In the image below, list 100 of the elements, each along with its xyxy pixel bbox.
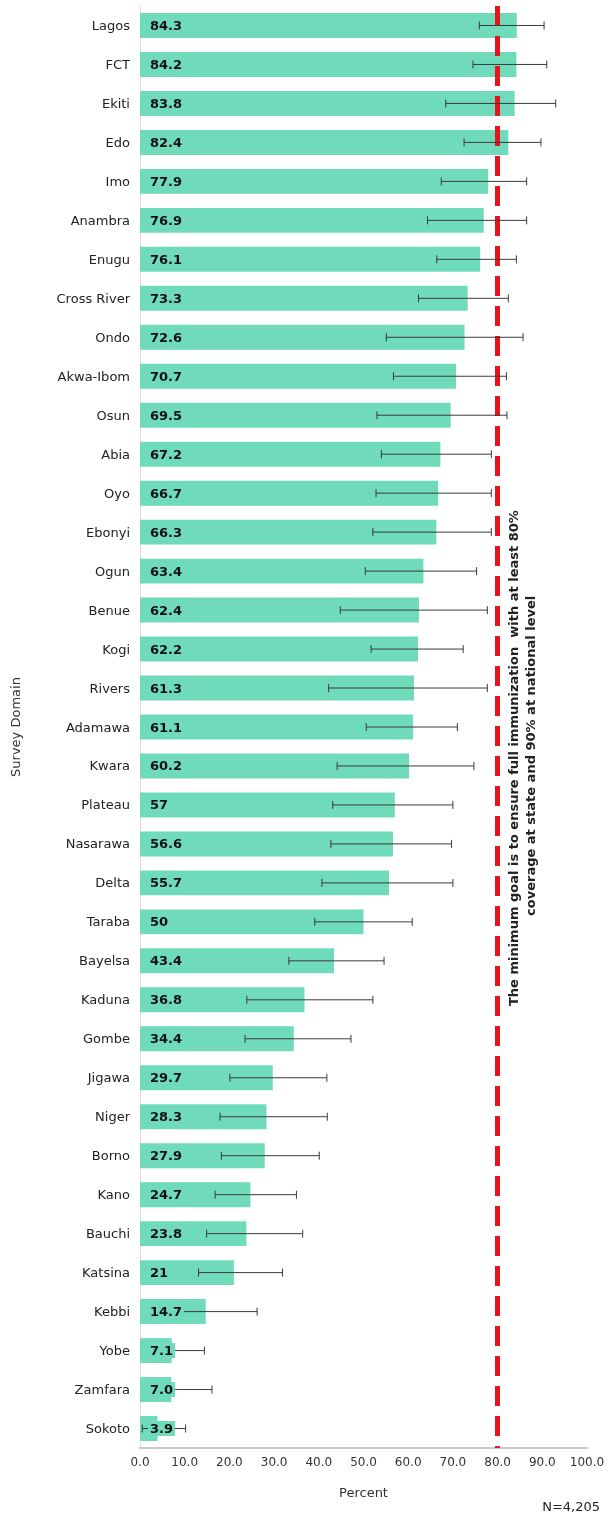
y-tick-label: Osun [96, 407, 130, 423]
data-label: 21 [150, 1265, 169, 1281]
bar [140, 207, 484, 233]
x-tick-label: 70.0 [439, 1455, 467, 1469]
data-label: 63.4 [150, 563, 183, 579]
data-label: 67.2 [150, 446, 183, 462]
bar [140, 597, 419, 623]
data-label: 60.2 [150, 758, 183, 774]
data-label: 84.2 [150, 56, 183, 72]
y-tick-label: Benue [88, 602, 130, 618]
y-axis-title: Survey Domain [8, 677, 23, 777]
y-tick-label: Taraba [85, 914, 130, 930]
y-tick-label: Imo [105, 173, 131, 189]
data-label: 43.4 [150, 953, 183, 969]
x-tick-label: 90.0 [528, 1455, 556, 1469]
bar [140, 13, 517, 38]
bar [140, 480, 439, 506]
y-tick-label: Rivers [89, 680, 131, 696]
bar [140, 948, 334, 974]
bar [140, 129, 509, 155]
y-tick-label: Oyo [104, 485, 131, 501]
data-label: 73.3 [150, 290, 183, 306]
y-tick-label: Akwa-Ibom [57, 368, 130, 384]
x-tick-label: 50.0 [350, 1455, 377, 1469]
x-tick-label: 0.0 [130, 1455, 150, 1469]
y-tick-label: Abia [101, 446, 130, 462]
data-label: 82.4 [150, 134, 183, 150]
data-label: 55.7 [150, 875, 183, 891]
ref-line-label: The minimum goal is to ensure full immunization with at least 80% coverage at state and 90% at national level [505, 505, 538, 1007]
y-tick-label: Plateau [81, 797, 130, 813]
data-label: 23.8 [150, 1226, 183, 1242]
bar [140, 246, 481, 272]
y-tick-label: Anambra [70, 212, 130, 228]
bar [140, 675, 415, 701]
data-label: 7.0 [150, 1382, 174, 1398]
bar [140, 402, 451, 428]
bar [140, 168, 489, 194]
y-tick-label: Edo [105, 134, 131, 150]
data-label: 7.1 [150, 1343, 174, 1359]
bar [140, 285, 468, 311]
y-tick-label: Zamfara [74, 1382, 130, 1398]
bar [140, 51, 517, 77]
data-label: 56.6 [150, 836, 183, 852]
data-label: 36.8 [150, 992, 183, 1008]
data-label: 62.4 [150, 602, 183, 618]
data-label: 57 [150, 797, 169, 813]
bar [140, 714, 414, 740]
y-tick-label: Yobe [98, 1343, 130, 1359]
text: N=4,205 [542, 1499, 601, 1514]
y-tick-label: Kogi [102, 641, 130, 657]
bar [140, 870, 389, 896]
bar [140, 636, 419, 662]
x-tick-label: 80.0 [484, 1455, 511, 1469]
bar [140, 558, 424, 584]
x-tick-label: 100.0 [569, 1455, 605, 1469]
y-tick-label: Adamawa [65, 719, 130, 735]
data-label: 61.1 [150, 719, 183, 735]
y-tick-label: Ebonyi [86, 524, 130, 540]
bar [140, 324, 465, 350]
data-label: 14.7 [150, 1304, 183, 1320]
bar [140, 363, 457, 389]
data-label: 77.9 [150, 173, 183, 189]
data-label: 66.7 [150, 485, 183, 501]
data-label: 61.3 [150, 680, 183, 696]
bar [140, 792, 395, 818]
data-label: 3.9 [150, 1421, 174, 1437]
x-axis-title: Percent [339, 1485, 388, 1500]
data-label: 76.9 [150, 212, 183, 228]
y-tick-label: FCT [105, 56, 131, 72]
y-tick-label: Jigawa [86, 1070, 130, 1086]
data-label: 62.2 [150, 641, 183, 657]
y-tick-label: Kwara [89, 758, 130, 774]
x-tick-label: 10.0 [171, 1455, 199, 1469]
y-tick-label: Nasarawa [65, 836, 130, 852]
data-label: 83.8 [150, 95, 183, 111]
data-label: 84.3 [150, 17, 183, 33]
y-tick-label: Cross River [56, 290, 131, 306]
y-tick-label: Borno [91, 1148, 131, 1164]
bar [140, 519, 437, 545]
data-label: 72.6 [150, 329, 183, 345]
x-tick-label: 20.0 [216, 1455, 243, 1469]
bar [140, 831, 393, 857]
data-label: 28.3 [150, 1109, 183, 1125]
data-label: 70.7 [150, 368, 183, 384]
y-tick-label: Kebbi [94, 1304, 130, 1320]
data-label: 50 [150, 914, 169, 930]
y-tick-label: Ogun [95, 563, 130, 579]
y-tick-label: Gombe [83, 1031, 130, 1047]
y-tick-label: Niger [95, 1109, 131, 1125]
data-label: 34.4 [150, 1031, 183, 1047]
y-tick-label: Katsina [82, 1265, 130, 1281]
y-tick-label: Delta [95, 875, 130, 891]
data-label: 27.9 [150, 1148, 183, 1164]
x-tick-label: 30.0 [260, 1455, 288, 1469]
data-label: 76.1 [150, 251, 183, 267]
y-tick-label: Bayelsa [79, 953, 130, 969]
y-tick-label: Ondo [95, 329, 131, 345]
y-tick-label: Kaduna [81, 992, 130, 1008]
y-tick-label: Ekiti [101, 95, 130, 111]
x-tick-label: 60.0 [394, 1455, 422, 1469]
